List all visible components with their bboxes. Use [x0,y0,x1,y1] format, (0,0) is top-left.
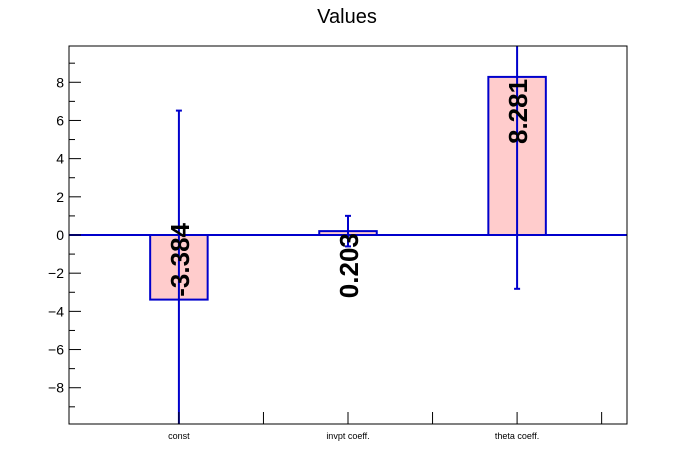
x-category-label: const [168,431,190,441]
y-tick-label: 2 [56,189,64,205]
y-tick-label: 4 [56,151,64,167]
y-tick-label: −2 [48,265,64,281]
y-tick-label: 6 [56,112,64,128]
data-label: 8.281 [503,79,533,144]
y-tick-label: 0 [56,227,64,243]
y-tick-label: 8 [56,74,64,90]
y-tick-label: −8 [48,380,64,396]
plot-area: −8 −6 −4 −2 0 2 4 6 8 const invpt coeff. theta coef… [48,45,628,441]
data-label: 0.203 [334,233,364,298]
y-tick-label: −4 [48,303,64,319]
x-category-label: invpt coeff. [326,431,369,441]
chart-title: Values [317,6,377,28]
y-tick-label: −6 [48,342,64,358]
x-category-label: theta coeff. [495,431,539,441]
data-label: -3.384 [165,222,195,296]
